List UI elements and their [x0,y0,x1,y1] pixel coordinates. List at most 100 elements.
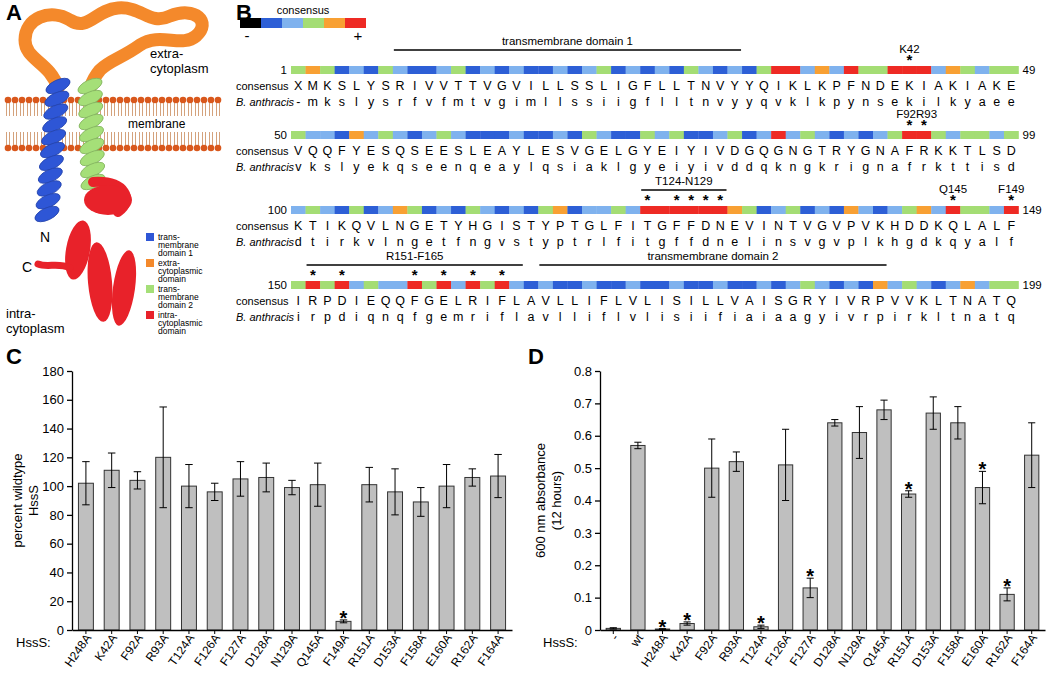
annotation-label: K42 [899,43,919,55]
conservation-cell [960,206,975,214]
conservation-cell [597,206,612,214]
tick-mark [637,630,638,634]
error-stem [736,452,737,471]
annotation-label: F92R93 [896,108,937,120]
error-cap [930,429,937,430]
domain-lobe [84,185,132,215]
conservation-cell [655,66,670,74]
error-cap [82,504,89,505]
conservation-cell [713,131,728,139]
panel-label: C [6,344,22,369]
conservation-cell [829,281,844,289]
conservation-cell [640,281,655,289]
conservation-cell [553,66,568,74]
tick-mark [613,630,614,634]
conservation-cell [378,131,393,139]
conservation-cell [495,131,510,139]
bar [362,485,377,630]
y-axis: 020406080100120140160180 [42,364,72,638]
tick: Q145A [293,630,326,670]
error-bar [185,465,192,508]
annotation-label: Q145 [939,183,967,195]
conservation-cell [989,66,1004,74]
lipid-head [145,97,152,104]
conservation-cell [626,66,641,74]
tick-mark [884,630,885,634]
error-bar [211,483,218,500]
lipid-head [124,145,131,152]
significance-star: * [806,565,814,587]
error-stem [637,442,638,448]
error-stem [420,488,421,517]
tick-label: 100 [42,479,64,494]
tick: T124A [165,630,197,668]
conservation-cell [931,66,946,74]
bar [926,413,940,630]
conservation-cell [335,131,350,139]
bar-chart: C020406080100120140160180H248AK42AF92AR9… [6,344,513,670]
lipid-head [145,145,152,152]
row-end: 149 [1023,204,1042,216]
conservation-cell [597,66,612,74]
lipid-head [152,145,159,152]
conservation-cell [800,206,815,214]
conservation-cell [669,281,684,289]
conservation-cell [728,281,743,289]
error-cap [417,516,424,517]
error-bar [288,480,295,494]
conservation-cell [698,131,713,139]
terminus-label: C [22,259,32,275]
conservation-cell [378,281,393,289]
conservation-cell [800,131,815,139]
conservation-cell [291,131,306,139]
row-end: 49 [1023,64,1036,76]
tick-mark [834,630,835,634]
conservation-cell [335,206,350,214]
star: * [688,191,694,208]
lipid-head [68,145,75,152]
tick-label: 120 [42,450,64,465]
error-bar [159,407,166,508]
error-cap [159,507,166,508]
conservation-cell [495,66,510,74]
error-cap [417,487,424,488]
tick-mark [137,630,138,634]
bar [104,470,119,630]
error-stem [188,465,189,508]
error-cap [211,500,218,501]
scale-high: + [354,27,363,44]
tick: F126A [191,630,223,668]
conservation-cell [757,66,772,74]
tick: 0.2 [574,558,600,573]
legend-text: domain [158,326,186,336]
conservation-cell [466,66,481,74]
error-bar [954,407,961,439]
tick-mark [369,630,370,634]
conservation-cell [466,206,481,214]
conservation-cell [931,206,946,214]
y-axis-title: 600 nm absorbance [533,443,548,558]
bar [130,480,145,630]
error-cap [159,406,166,407]
error-bar [134,472,141,489]
bar [78,483,93,630]
tick-label: 0.8 [574,364,592,379]
conservation-cell [480,131,495,139]
lipid-head [26,145,33,152]
conservation-cell [873,66,888,74]
y-axis: 00.10.20.30.40.50.60.70.8 [574,364,601,638]
tick-label: 0.4 [574,493,592,508]
tick-label: 0 [57,623,64,638]
row-label: B. anthracis [236,311,295,323]
region-label: cytoplasm [150,61,209,76]
conservation-cell [291,66,306,74]
star: * [703,191,709,208]
conservation-cell [451,66,466,74]
tick-label: 60 [50,536,64,551]
y-axis-title: HssS [26,485,41,516]
tick-label: F164A [1008,631,1040,668]
error-cap [108,453,115,454]
tick-label: K42A [92,631,120,663]
conservation-cell [975,206,990,214]
conservation-cell [611,131,626,139]
